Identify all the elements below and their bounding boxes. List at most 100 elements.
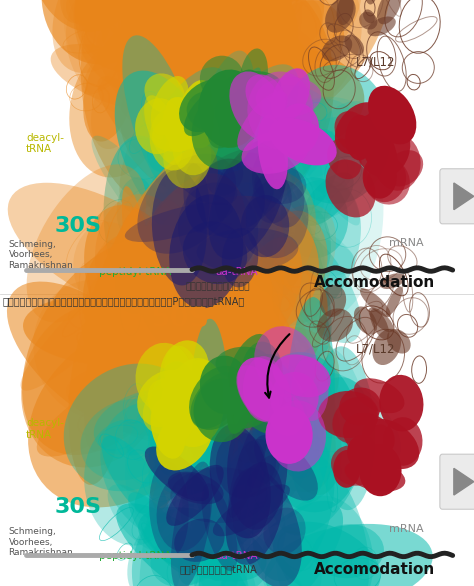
Ellipse shape [134, 289, 205, 374]
Ellipse shape [184, 344, 226, 394]
Ellipse shape [174, 387, 256, 424]
Ellipse shape [162, 117, 192, 209]
Ellipse shape [135, 98, 182, 154]
Ellipse shape [345, 459, 405, 492]
Ellipse shape [157, 0, 198, 45]
Ellipse shape [291, 345, 364, 469]
Ellipse shape [367, 16, 396, 36]
Ellipse shape [360, 288, 391, 317]
Ellipse shape [227, 334, 272, 406]
Ellipse shape [227, 358, 262, 434]
FancyBboxPatch shape [440, 169, 474, 224]
Ellipse shape [379, 375, 423, 431]
Ellipse shape [281, 178, 348, 258]
Ellipse shape [254, 165, 306, 204]
Ellipse shape [226, 462, 283, 565]
Ellipse shape [191, 92, 255, 169]
Ellipse shape [177, 182, 215, 258]
Ellipse shape [82, 266, 186, 407]
Ellipse shape [241, 195, 289, 257]
Ellipse shape [151, 399, 186, 459]
Ellipse shape [237, 365, 280, 423]
Ellipse shape [363, 9, 375, 23]
Ellipse shape [145, 73, 185, 114]
Ellipse shape [166, 465, 224, 526]
Ellipse shape [278, 130, 383, 321]
Ellipse shape [138, 167, 316, 346]
Ellipse shape [115, 219, 178, 314]
Ellipse shape [178, 182, 258, 276]
Ellipse shape [232, 0, 297, 78]
Ellipse shape [182, 121, 274, 244]
Ellipse shape [168, 472, 224, 504]
Ellipse shape [276, 496, 374, 586]
Ellipse shape [250, 360, 309, 469]
Ellipse shape [269, 118, 337, 165]
Text: L7/L12: L7/L12 [356, 342, 395, 355]
Ellipse shape [229, 71, 284, 141]
Ellipse shape [271, 69, 310, 122]
Ellipse shape [182, 483, 259, 586]
Ellipse shape [68, 303, 127, 485]
Ellipse shape [190, 230, 254, 346]
Ellipse shape [81, 0, 222, 208]
Ellipse shape [152, 266, 328, 444]
Ellipse shape [156, 405, 214, 471]
Ellipse shape [325, 0, 356, 33]
Ellipse shape [312, 524, 384, 578]
Ellipse shape [69, 42, 164, 178]
Ellipse shape [125, 173, 246, 349]
Ellipse shape [121, 0, 180, 86]
Ellipse shape [237, 359, 308, 449]
Ellipse shape [210, 0, 288, 70]
Ellipse shape [156, 281, 240, 430]
Ellipse shape [363, 155, 397, 199]
Ellipse shape [225, 70, 262, 121]
Ellipse shape [343, 413, 395, 458]
Ellipse shape [265, 406, 313, 464]
Ellipse shape [110, 230, 237, 374]
Ellipse shape [102, 435, 169, 523]
Ellipse shape [122, 35, 201, 207]
Ellipse shape [292, 357, 328, 421]
Ellipse shape [115, 70, 224, 237]
Ellipse shape [255, 77, 321, 117]
Ellipse shape [320, 285, 346, 317]
Ellipse shape [241, 342, 283, 405]
Ellipse shape [287, 130, 339, 212]
Ellipse shape [218, 501, 286, 586]
Ellipse shape [216, 0, 391, 132]
Ellipse shape [204, 235, 355, 293]
Ellipse shape [65, 0, 231, 59]
Ellipse shape [108, 484, 173, 553]
Ellipse shape [150, 531, 216, 586]
Ellipse shape [265, 524, 433, 586]
Ellipse shape [169, 195, 243, 308]
Ellipse shape [83, 48, 134, 142]
Ellipse shape [148, 298, 199, 511]
Ellipse shape [368, 86, 416, 144]
Ellipse shape [156, 109, 240, 162]
Ellipse shape [339, 387, 381, 425]
Ellipse shape [89, 281, 210, 440]
Ellipse shape [209, 182, 254, 226]
Ellipse shape [377, 0, 401, 25]
Ellipse shape [75, 0, 181, 71]
Ellipse shape [119, 32, 232, 212]
Ellipse shape [143, 376, 201, 434]
Ellipse shape [22, 239, 199, 455]
Ellipse shape [364, 156, 410, 205]
Ellipse shape [83, 224, 272, 410]
Ellipse shape [253, 179, 361, 326]
Ellipse shape [122, 186, 175, 418]
Ellipse shape [182, 8, 297, 88]
Ellipse shape [354, 379, 404, 413]
Ellipse shape [232, 18, 313, 132]
Ellipse shape [208, 205, 336, 374]
Ellipse shape [94, 389, 196, 455]
Ellipse shape [194, 461, 253, 586]
Ellipse shape [215, 0, 362, 117]
Ellipse shape [359, 444, 401, 496]
Ellipse shape [383, 417, 422, 466]
Ellipse shape [241, 210, 326, 271]
